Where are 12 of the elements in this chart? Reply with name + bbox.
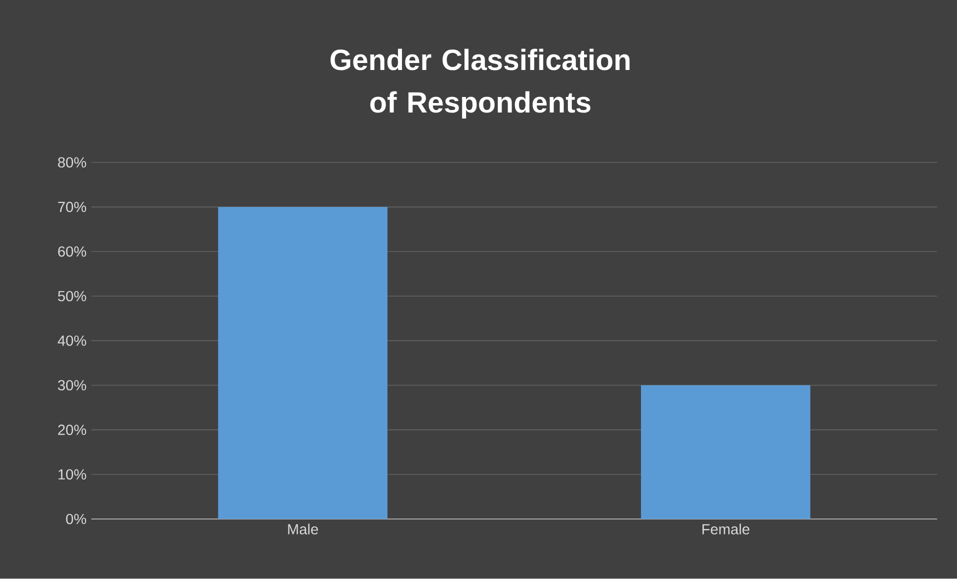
y-tick-label: 10% <box>58 469 86 480</box>
y-tick-label: 0% <box>66 514 86 524</box>
x-tick-label: Male <box>288 524 318 535</box>
y-tick-label: 80% <box>58 157 86 168</box>
x-tick-label: Female <box>702 524 750 535</box>
y-tick-label: 30% <box>58 380 86 391</box>
y-tick-label: 40% <box>58 336 86 346</box>
y-tick-label: 20% <box>58 424 86 436</box>
y-tick-label: 70% <box>58 202 86 212</box>
y-tick-label: 50% <box>58 291 86 302</box>
y-tick-label: 60% <box>58 246 86 257</box>
chart-title: Gender Classification of Respondents <box>330 48 630 119</box>
